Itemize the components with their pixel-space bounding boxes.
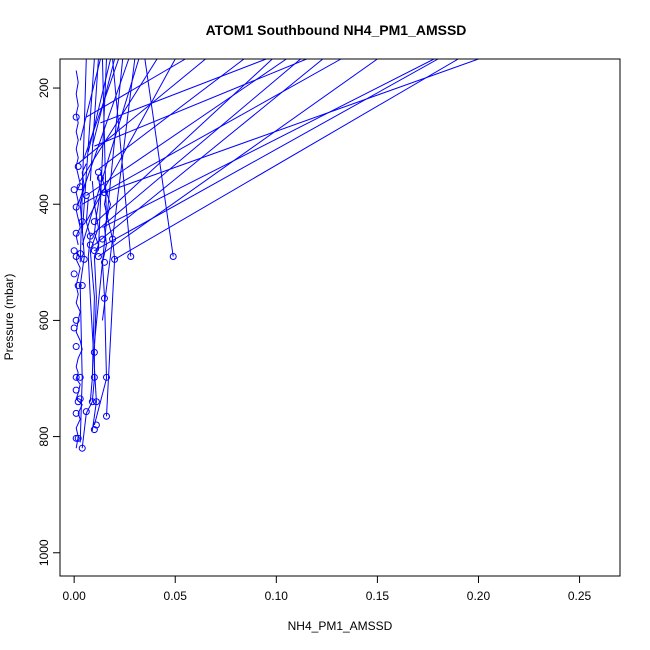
profile-segment-10: [81, 59, 342, 205]
data-point-20: [102, 373, 110, 381]
data-point-40: [72, 229, 80, 237]
chart-title: ATOM1 Southbound NH4_PM1_AMSSD: [206, 22, 467, 38]
profile-segment-7: [90, 59, 301, 237]
plot-frame: [59, 58, 621, 577]
data-point-42: [78, 218, 86, 226]
data-point-10: [82, 408, 90, 416]
profile-segment-3: [114, 59, 459, 260]
y-tick-label-5: 1000: [37, 539, 51, 566]
y-tick-label-4: 800: [37, 426, 51, 446]
data-point-28: [70, 270, 78, 278]
data-point-4: [78, 444, 86, 452]
profile-segment-31: [101, 59, 136, 321]
profile-segment-27: [77, 59, 206, 164]
series-layer: [75, 59, 479, 449]
data-point-13: [88, 398, 96, 406]
data-point-14: [92, 398, 100, 406]
data-point-7: [90, 426, 98, 434]
profile-segment-1: [144, 59, 174, 257]
data-point-51: [72, 113, 80, 121]
series-line-3: [81, 175, 101, 449]
data-point-30: [80, 255, 88, 263]
data-point-43: [72, 203, 80, 211]
x-tick-label-6: 0.25: [568, 589, 592, 603]
data-point-18: [76, 373, 84, 381]
y-tick-label-1: 200: [37, 78, 51, 98]
data-point-37: [98, 235, 106, 243]
data-point-23: [70, 324, 78, 332]
data-point-27: [78, 282, 86, 290]
data-point-17: [72, 373, 80, 381]
x-tick-label-3: 0.10: [265, 589, 289, 603]
data-point-19: [90, 373, 98, 381]
profile-segment-24: [81, 59, 95, 234]
profile-segment-11: [85, 59, 287, 196]
data-point-21: [90, 348, 98, 356]
data-point-1: [169, 253, 177, 261]
x-axis-label: NH4_PM1_AMSSD: [288, 619, 393, 633]
profile-segment-6: [94, 59, 324, 246]
y-tick-label-3: 600: [37, 310, 51, 330]
series-line-7: [85, 198, 97, 431]
data-point-3: [111, 255, 119, 263]
data-point-46: [70, 186, 78, 194]
series-line-2: [75, 70, 81, 246]
profile-segment-16: [81, 59, 140, 246]
x-tick-label-4: 0.15: [366, 589, 390, 603]
data-point-39: [86, 232, 94, 240]
data-point-9: [102, 412, 110, 420]
profile-segment-5: [98, 59, 378, 257]
data-point-2: [127, 253, 135, 261]
profile-segment-30: [93, 59, 124, 344]
data-point-5: [72, 434, 80, 442]
data-point-25: [100, 294, 108, 302]
profile-segment-8: [102, 59, 435, 228]
profile-segment-29: [89, 59, 99, 182]
profile-segment-25: [94, 59, 307, 147]
data-point-11: [72, 409, 80, 417]
data-point-22: [72, 343, 80, 351]
series-line-1: [75, 250, 83, 449]
data-point-31: [94, 253, 102, 261]
data-point-50: [74, 162, 82, 170]
profile-segment-9: [96, 59, 273, 223]
profile-segment-12: [104, 59, 479, 194]
data-point-36: [86, 241, 94, 249]
data-point-35: [70, 247, 78, 255]
data-point-47: [76, 183, 84, 191]
data-point-8: [92, 421, 100, 429]
profile-segment-22: [97, 59, 107, 251]
data-point-29: [100, 258, 108, 266]
data-point-41: [90, 218, 98, 226]
profile-segment-32: [79, 59, 87, 263]
y-axis: 200 400 600 800 1000: [37, 78, 61, 566]
x-tick-label-1: 0.00: [62, 589, 86, 603]
data-point-24: [72, 316, 80, 324]
data-point-33: [76, 250, 84, 258]
data-point-34: [90, 247, 98, 255]
data-point-38: [109, 235, 117, 243]
data-point-45: [82, 192, 90, 200]
series-line-4: [93, 186, 112, 426]
data-point-16: [72, 386, 80, 394]
x-axis: 0.00 0.05 0.10 0.15 0.20 0.25: [62, 575, 592, 603]
y-axis-label: Pressure (mbar): [2, 274, 16, 361]
data-point-49: [94, 168, 102, 176]
data-point-44: [100, 189, 108, 197]
profile-segment-28: [86, 59, 186, 118]
profile-segment-23: [101, 59, 107, 222]
data-point-26: [74, 282, 82, 290]
x-tick-label-2: 0.05: [164, 589, 188, 603]
data-point-6: [74, 434, 82, 442]
profile-segment-19: [87, 59, 112, 153]
point-layer: [70, 113, 177, 452]
data-point-15: [76, 395, 84, 403]
y-tick-label-2: 400: [37, 194, 51, 214]
x-tick-label-5: 0.20: [467, 589, 491, 603]
